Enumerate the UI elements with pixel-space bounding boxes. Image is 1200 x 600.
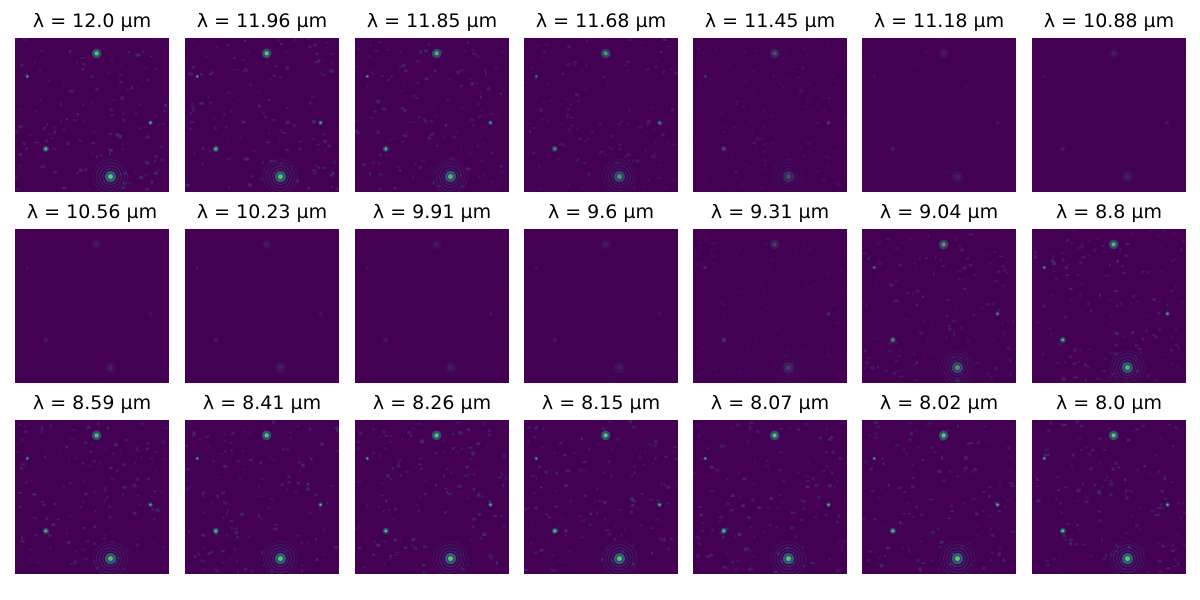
- psf-image: [1032, 229, 1186, 383]
- panel-title: λ = 9.31 µm: [710, 201, 830, 223]
- psf-image: [185, 229, 339, 383]
- image-panel: λ = 9.91 µm: [355, 201, 509, 383]
- image-panel: λ = 9.31 µm: [693, 201, 847, 383]
- image-panel: λ = 11.45 µm: [693, 10, 847, 192]
- psf-image: [693, 420, 847, 574]
- image-panel: λ = 8.02 µm: [862, 392, 1016, 574]
- psf-image: [693, 38, 847, 192]
- image-panel: λ = 11.96 µm: [185, 10, 339, 192]
- panel-title: λ = 11.45 µm: [704, 10, 836, 32]
- panel-title: λ = 8.59 µm: [32, 392, 152, 414]
- panel-title: λ = 12.0 µm: [32, 10, 152, 32]
- panel-title: λ = 9.04 µm: [879, 201, 999, 223]
- psf-image: [355, 420, 509, 574]
- psf-image: [355, 229, 509, 383]
- image-panel: λ = 12.0 µm: [15, 10, 169, 192]
- psf-image: [355, 38, 509, 192]
- panel-title: λ = 11.96 µm: [196, 10, 328, 32]
- psf-image: [15, 229, 169, 383]
- image-panel: λ = 11.85 µm: [355, 10, 509, 192]
- panel-title: λ = 8.26 µm: [372, 392, 492, 414]
- image-panel: λ = 8.41 µm: [185, 392, 339, 574]
- psf-image: [185, 38, 339, 192]
- psf-image: [1032, 420, 1186, 574]
- panel-title: λ = 8.8 µm: [1055, 201, 1163, 223]
- psf-image: [693, 229, 847, 383]
- panel-title: λ = 10.56 µm: [26, 201, 158, 223]
- psf-image: [524, 229, 678, 383]
- psf-image: [524, 420, 678, 574]
- psf-image: [862, 420, 1016, 574]
- panel-title: λ = 8.02 µm: [879, 392, 999, 414]
- image-panel: λ = 8.07 µm: [693, 392, 847, 574]
- panel-title: λ = 10.88 µm: [1043, 10, 1175, 32]
- image-panel: λ = 8.8 µm: [1032, 201, 1186, 383]
- image-panel: λ = 9.04 µm: [862, 201, 1016, 383]
- image-panel: λ = 8.59 µm: [15, 392, 169, 574]
- image-panel: λ = 8.15 µm: [524, 392, 678, 574]
- image-panel: λ = 8.0 µm: [1032, 392, 1186, 574]
- psf-image: [15, 38, 169, 192]
- panel-title: λ = 10.23 µm: [196, 201, 328, 223]
- psf-image: [1032, 38, 1186, 192]
- panel-title: λ = 8.0 µm: [1055, 392, 1163, 414]
- psf-image: [15, 420, 169, 574]
- panel-title: λ = 11.68 µm: [535, 10, 667, 32]
- panel-title: λ = 8.07 µm: [710, 392, 830, 414]
- psf-image: [524, 38, 678, 192]
- psf-image: [862, 229, 1016, 383]
- image-panel: λ = 8.26 µm: [355, 392, 509, 574]
- image-panel: λ = 10.88 µm: [1032, 10, 1186, 192]
- panel-title: λ = 9.91 µm: [372, 201, 492, 223]
- panel-title: λ = 9.6 µm: [547, 201, 655, 223]
- psf-image: [185, 420, 339, 574]
- panel-title: λ = 8.41 µm: [202, 392, 322, 414]
- image-panel: λ = 11.18 µm: [862, 10, 1016, 192]
- panel-title: λ = 11.85 µm: [366, 10, 498, 32]
- image-panel: λ = 10.23 µm: [185, 201, 339, 383]
- image-panel: λ = 9.6 µm: [524, 201, 678, 383]
- psf-image: [862, 38, 1016, 192]
- panel-title: λ = 11.18 µm: [873, 10, 1005, 32]
- image-panel: λ = 10.56 µm: [15, 201, 169, 383]
- image-panel: λ = 11.68 µm: [524, 10, 678, 192]
- panel-title: λ = 8.15 µm: [541, 392, 661, 414]
